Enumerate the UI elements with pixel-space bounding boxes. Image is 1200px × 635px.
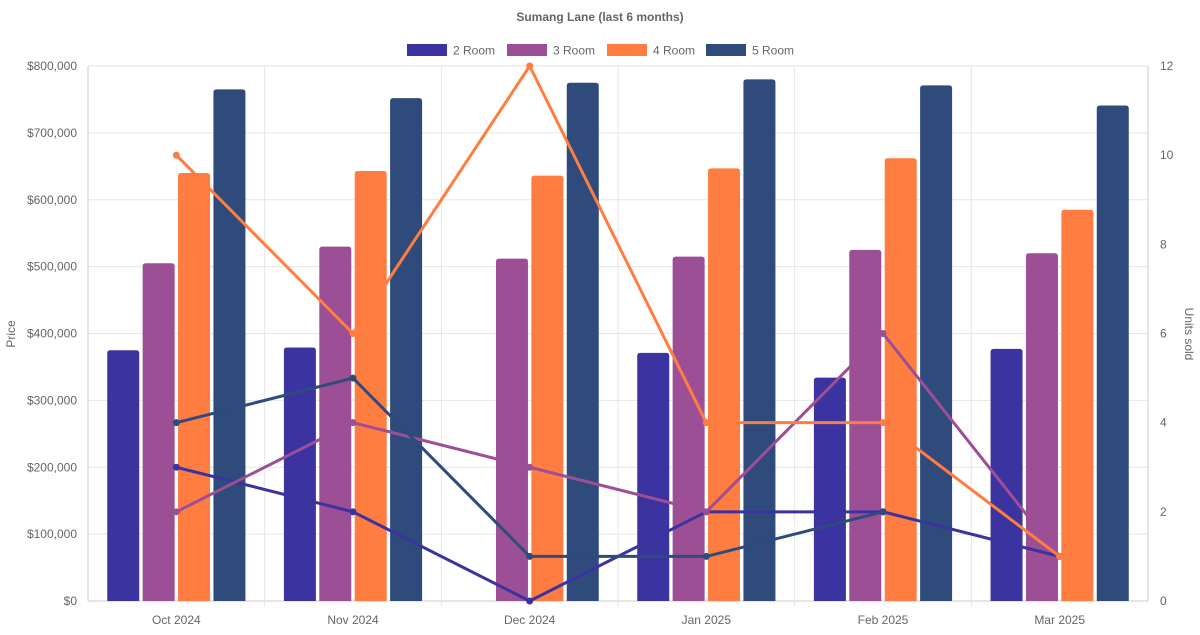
legend-swatch-2-room xyxy=(407,44,447,56)
point-4-room-dec-2024 xyxy=(526,62,534,70)
x-tick-label: Dec 2024 xyxy=(504,613,556,627)
legend-label-2-room: 2 Room xyxy=(453,44,495,58)
point-2-room-nov-2024 xyxy=(349,508,357,516)
point-3-room-nov-2024 xyxy=(349,419,357,427)
bar-4-room-jan-2025 xyxy=(708,168,741,601)
x-tick-label: Jan 2025 xyxy=(682,613,732,627)
bar-3-room-mar-2025 xyxy=(1025,253,1058,601)
bar-4-room-dec-2024 xyxy=(531,175,564,602)
y-tick-label: $400,000 xyxy=(27,327,77,341)
bar-5-room-jan-2025 xyxy=(743,79,776,601)
axes: $0 $100,000 $200,000 $300,000 $400,000 $500,0… xyxy=(27,59,1174,627)
point-3-room-dec-2024 xyxy=(526,463,534,471)
point-4-room-oct-2024 xyxy=(172,151,180,159)
y-tick-label: $700,000 xyxy=(27,126,77,140)
line-3-room-units xyxy=(175,332,1061,558)
y-tick-label: $600,000 xyxy=(27,193,77,207)
point-2-room-oct-2024 xyxy=(172,463,180,471)
legend-swatch-3-room xyxy=(507,44,547,56)
bar-4-room-nov-2024 xyxy=(354,170,387,601)
bar-4-room-oct-2024 xyxy=(178,173,211,601)
bar-4-room-feb-2025 xyxy=(884,158,917,601)
point-3-room-jan-2025 xyxy=(702,508,710,516)
y2-tick-label: 8 xyxy=(1160,237,1167,251)
y-tick-label: $300,000 xyxy=(27,393,77,407)
point-4-room-feb-2025 xyxy=(879,419,887,427)
bar-5-room-mar-2025 xyxy=(1096,105,1129,602)
bar-3-room-jan-2025 xyxy=(672,256,705,601)
bar-5-room-nov-2024 xyxy=(390,98,423,601)
y-tick-label: $200,000 xyxy=(27,460,77,474)
bar-2-room-feb-2025 xyxy=(813,377,846,601)
point-3-room-feb-2025 xyxy=(879,330,887,337)
y-tick-label: $100,000 xyxy=(27,527,77,541)
x-tick-label: Oct 2024 xyxy=(152,613,201,627)
legend-label-5-room: 5 Room xyxy=(752,44,794,58)
legend-swatch-5-room xyxy=(706,44,746,56)
bar-2-room-oct-2024 xyxy=(107,350,140,601)
bar-5-room-feb-2025 xyxy=(920,85,953,602)
bar-3-room-dec-2024 xyxy=(495,258,528,601)
bar-3-room-feb-2025 xyxy=(849,249,882,601)
y2-tick-label: 10 xyxy=(1160,148,1174,162)
line-4-room-units xyxy=(175,64,1061,558)
point-5-room-jan-2025 xyxy=(702,552,710,560)
bar-5-room-oct-2024 xyxy=(213,89,246,601)
bar-4-room-mar-2025 xyxy=(1061,209,1094,601)
legend-label-3-room: 3 Room xyxy=(553,44,595,58)
x-tick-label: Nov 2024 xyxy=(327,613,379,627)
bar-5-room-dec-2024 xyxy=(566,82,599,601)
point-4-room-mar-2025 xyxy=(1056,552,1064,560)
bar-2-room-mar-2025 xyxy=(990,348,1023,601)
y-tick-label: $500,000 xyxy=(27,260,77,274)
chart-title: Sumang Lane (last 6 months) xyxy=(516,10,683,24)
y2-axis-label: Units sold xyxy=(1182,308,1196,361)
point-4-room-nov-2024 xyxy=(349,330,357,337)
bar-3-room-oct-2024 xyxy=(142,263,175,601)
bar-2-room-jan-2025 xyxy=(637,352,670,601)
x-tick-label: Feb 2025 xyxy=(858,613,909,627)
unit-lines xyxy=(172,62,1064,605)
point-5-room-oct-2024 xyxy=(172,419,180,427)
y-axis-label: Price xyxy=(4,320,18,348)
x-tick-label: Mar 2025 xyxy=(1034,613,1085,627)
legend: 2 Room 3 Room 4 Room 5 Room xyxy=(407,44,794,58)
point-5-room-dec-2024 xyxy=(526,552,534,560)
legend-swatch-4-room xyxy=(607,44,647,56)
y2-tick-label: 6 xyxy=(1160,327,1167,341)
point-4-room-jan-2025 xyxy=(702,419,710,427)
legend-label-4-room: 4 Room xyxy=(653,44,695,58)
grid-lines xyxy=(87,65,1149,607)
bar-2-room-nov-2024 xyxy=(283,347,316,601)
y-tick-label: $800,000 xyxy=(27,59,77,73)
point-3-room-oct-2024 xyxy=(172,508,180,516)
bar-3-room-nov-2024 xyxy=(319,246,352,601)
y2-tick-label: 12 xyxy=(1160,59,1174,73)
y2-tick-label: 2 xyxy=(1160,505,1167,519)
point-2-room-dec-2024 xyxy=(526,597,534,605)
y-tick-label: $0 xyxy=(64,594,78,608)
bars xyxy=(107,79,1129,602)
point-5-room-feb-2025 xyxy=(879,508,887,516)
point-5-room-nov-2024 xyxy=(349,374,357,382)
y2-tick-label: 0 xyxy=(1160,594,1167,608)
y2-tick-label: 4 xyxy=(1160,416,1167,430)
